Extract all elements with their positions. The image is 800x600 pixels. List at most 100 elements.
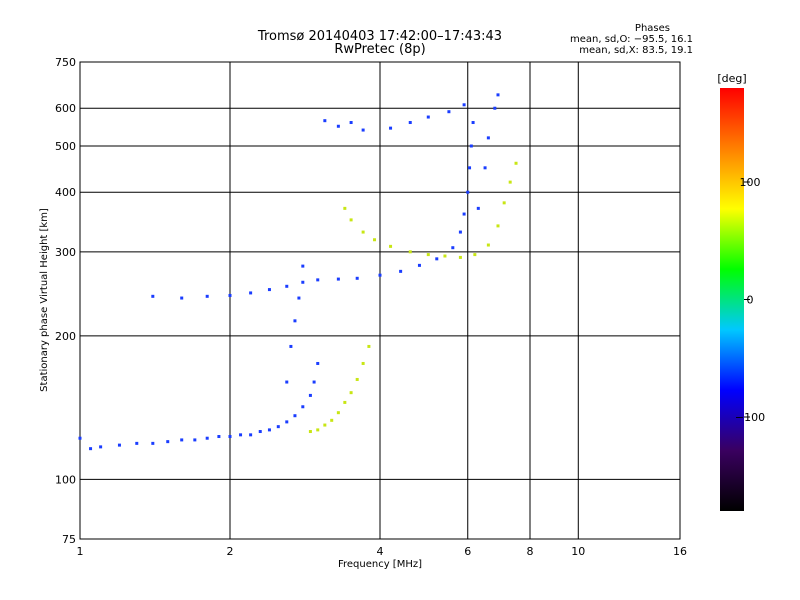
data-point	[343, 400, 347, 404]
data-point	[367, 344, 371, 348]
y-tick-label: 100	[55, 473, 76, 486]
x-tick-label: 4	[377, 545, 384, 558]
grid-lines	[80, 62, 680, 539]
data-point	[135, 441, 139, 445]
data-point	[408, 121, 412, 125]
data-point	[417, 263, 421, 267]
data-point	[151, 294, 155, 298]
data-point	[99, 445, 103, 449]
data-point	[166, 440, 170, 444]
data-point	[462, 212, 466, 216]
data-point	[389, 126, 393, 130]
data-point	[78, 436, 82, 440]
data-point	[316, 361, 320, 365]
data-point	[330, 418, 334, 422]
colorbar-ticks: 100 0 −100	[735, 176, 765, 424]
y-tick-label: 600	[55, 102, 76, 115]
data-point	[378, 273, 382, 277]
data-point	[426, 253, 430, 257]
data-point	[343, 206, 347, 210]
data-point	[483, 166, 487, 170]
data-point	[301, 280, 305, 284]
data-point	[502, 201, 506, 205]
x-tick-label: 2	[227, 545, 234, 558]
data-point	[471, 121, 475, 125]
data-point	[89, 447, 93, 451]
data-point	[301, 264, 305, 268]
chart-subtitle: RwPretec (8p)	[334, 42, 425, 57]
colorbar	[720, 88, 744, 511]
data-point	[293, 414, 297, 418]
data-point	[355, 276, 359, 280]
x-tick-label: 16	[673, 545, 687, 558]
data-point	[336, 124, 340, 128]
data-point	[293, 319, 297, 323]
data-point	[462, 103, 466, 107]
colorbar-tick-label: 100	[740, 176, 761, 189]
chart-title: Tromsø 20140403 17:42:00–17:43:43	[257, 29, 502, 44]
x-tick-label: 10	[571, 545, 585, 558]
data-point	[473, 253, 477, 257]
data-point	[289, 344, 293, 348]
data-point	[355, 377, 359, 381]
annotation-line-x: mean, sd,X: 83.5, 19.1	[579, 45, 693, 56]
annotation-line-o: mean, sd,O: −95.5, 16.1	[570, 34, 693, 45]
data-points	[78, 93, 518, 451]
y-axis-label: Stationary phase Virtual Height [km]	[39, 208, 50, 392]
data-point	[249, 291, 253, 295]
annotation-heading: Phases	[635, 23, 670, 34]
data-point	[205, 294, 209, 298]
y-tick-label: 500	[55, 140, 76, 153]
data-point	[476, 206, 480, 210]
x-tick-label: 8	[527, 545, 534, 558]
data-point	[349, 121, 353, 125]
data-point	[276, 425, 280, 429]
data-point	[285, 284, 289, 288]
data-point	[336, 411, 340, 415]
data-point	[486, 136, 490, 140]
axis-ticks: 1 2 4 6 8 10 16 75 100 200 300 400 500 600 750	[55, 56, 687, 558]
data-point	[180, 296, 184, 300]
data-point	[447, 110, 451, 114]
data-point	[267, 288, 271, 292]
data-point	[349, 218, 353, 222]
data-point	[228, 293, 232, 297]
data-point	[458, 230, 462, 234]
data-point	[361, 128, 365, 132]
data-point	[316, 428, 320, 432]
data-point	[316, 278, 320, 282]
data-point	[373, 238, 377, 242]
data-point	[301, 405, 305, 409]
data-point	[228, 435, 232, 439]
data-point	[336, 277, 340, 281]
data-point	[297, 296, 301, 300]
y-tick-label: 75	[62, 533, 76, 546]
x-axis-label: Frequency [MHz]	[338, 559, 422, 570]
colorbar-label: [deg]	[717, 72, 746, 85]
data-point	[117, 443, 121, 447]
data-point	[451, 246, 455, 250]
data-point	[508, 180, 512, 184]
data-point	[496, 93, 500, 97]
data-point	[258, 430, 262, 434]
colorbar-tick-label: 0	[747, 294, 754, 307]
data-point	[308, 430, 312, 434]
data-point	[458, 255, 462, 259]
data-point	[514, 161, 518, 165]
y-tick-label: 400	[55, 186, 76, 199]
data-point	[361, 230, 365, 234]
x-tick-label: 1	[77, 545, 84, 558]
data-point	[267, 428, 271, 432]
data-point	[349, 391, 353, 395]
data-point	[308, 393, 312, 397]
data-point	[323, 423, 327, 427]
data-point	[496, 224, 500, 228]
data-point	[180, 438, 184, 442]
data-point	[493, 106, 497, 110]
data-point	[151, 441, 155, 445]
data-point	[193, 438, 197, 442]
data-point	[443, 254, 447, 258]
data-point	[285, 380, 289, 384]
data-point	[285, 420, 289, 424]
